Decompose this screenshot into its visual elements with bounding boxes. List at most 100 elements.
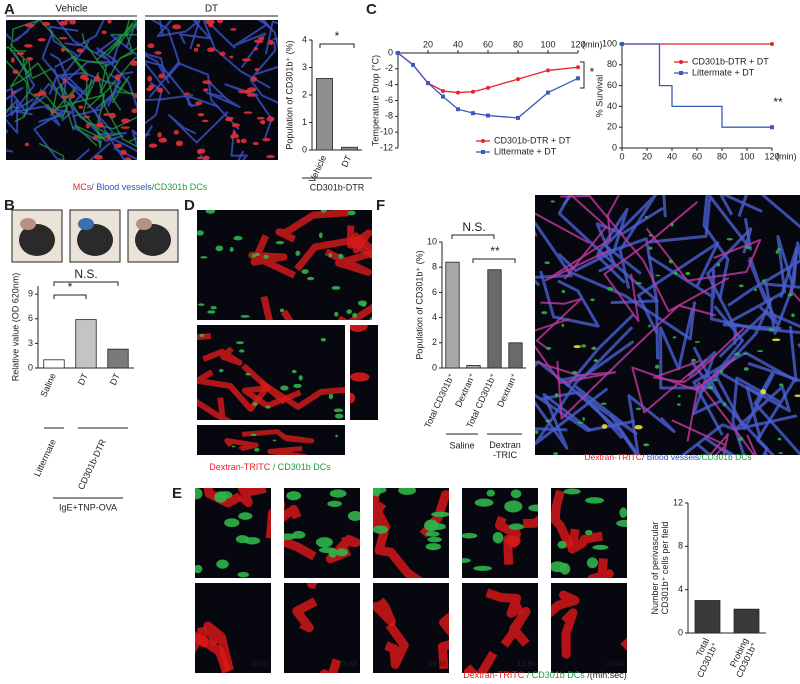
- vessel: [255, 20, 278, 76]
- point: [441, 94, 445, 99]
- cell: [161, 137, 167, 142]
- micrograph: [284, 488, 360, 578]
- x-tick-label: 120: [570, 39, 585, 49]
- cell: [205, 210, 216, 214]
- cell: [508, 523, 524, 531]
- cell: [779, 383, 784, 387]
- vessel: [39, 88, 106, 123]
- vessel: [275, 210, 350, 243]
- image-content: [551, 590, 627, 659]
- cell: [373, 525, 389, 534]
- cell: [263, 254, 269, 259]
- cell: [78, 105, 84, 109]
- cell: [196, 156, 203, 160]
- vessel: [203, 621, 234, 672]
- vessel: [762, 282, 800, 289]
- cell: [346, 309, 353, 315]
- cell: [230, 134, 235, 140]
- cell: [318, 547, 336, 554]
- cell: [333, 408, 344, 413]
- cell: [298, 375, 303, 381]
- cell: [103, 113, 111, 117]
- cell: [201, 119, 209, 123]
- x-tick-label: 0: [619, 151, 624, 161]
- panel-letter: A: [4, 1, 15, 18]
- cell: [550, 200, 555, 203]
- cell: [571, 371, 578, 375]
- cell: [286, 491, 302, 501]
- cell: [563, 488, 581, 495]
- cell: [12, 69, 19, 75]
- point: [471, 89, 475, 94]
- cell: [486, 489, 495, 497]
- group-label: Saline: [449, 440, 474, 450]
- cell: [62, 78, 67, 83]
- image-content: [350, 325, 370, 404]
- vessel: [500, 606, 531, 648]
- cell: [350, 325, 368, 332]
- point: [770, 42, 774, 46]
- cell: [425, 543, 442, 551]
- x-tick-label: Total CD301b⁺: [422, 371, 456, 429]
- x-tick-label: 40: [453, 39, 463, 49]
- vessel: [237, 488, 267, 508]
- cell: [202, 80, 212, 85]
- y-axis-label: Relative value (OD 620nm): [10, 273, 20, 382]
- micrograph: [145, 20, 278, 160]
- vessel: [535, 297, 583, 351]
- cell: [279, 308, 285, 313]
- vessel: [757, 327, 800, 334]
- cell: [246, 93, 256, 97]
- cell: [266, 116, 275, 122]
- vessel: [241, 429, 315, 444]
- cell: [634, 424, 643, 430]
- image-content: [195, 621, 234, 673]
- cell: [369, 317, 372, 320]
- cell: [584, 529, 593, 536]
- cell: [585, 497, 605, 504]
- vessel: [205, 81, 241, 109]
- image-content: [535, 195, 800, 455]
- cell: [148, 143, 158, 148]
- point: [546, 90, 550, 95]
- cell: [16, 51, 25, 56]
- bar: [316, 78, 333, 151]
- vessel: [99, 46, 137, 94]
- micrograph: [197, 210, 372, 320]
- cell: [195, 101, 203, 106]
- vessel: [567, 528, 604, 554]
- legend-label: CD301b-DTR + DT: [692, 56, 769, 66]
- cell: [462, 558, 471, 563]
- cell: [554, 393, 559, 398]
- vessel: [6, 129, 13, 153]
- cell: [607, 286, 614, 291]
- cell: [762, 279, 766, 283]
- vessel: [535, 318, 617, 384]
- vessel: [702, 195, 734, 300]
- image-content: [551, 488, 627, 578]
- cell: [771, 338, 781, 342]
- vessel: [156, 20, 201, 50]
- cell: [124, 157, 132, 160]
- vessel: [384, 622, 409, 669]
- cell: [738, 437, 744, 441]
- cell: [251, 76, 257, 82]
- y-tick-label: 4: [678, 584, 683, 594]
- cell: [233, 235, 243, 241]
- image-content: [197, 210, 372, 320]
- cell: [231, 445, 236, 448]
- cell: [251, 253, 257, 258]
- cell: [553, 452, 559, 455]
- cell: [591, 346, 597, 351]
- cell: [295, 250, 301, 256]
- y-tick-label: 8: [432, 262, 437, 272]
- cell: [616, 519, 627, 527]
- y-tick-label: 10: [427, 236, 437, 246]
- caption-part: / CD301b DCs: [270, 462, 331, 472]
- significance-label: *: [590, 65, 595, 79]
- cell: [114, 74, 121, 81]
- legend-label: CD301b-DTR + DT: [494, 135, 571, 145]
- vessel: [560, 195, 730, 313]
- cell: [327, 500, 342, 507]
- x-tick-label: DT: [108, 371, 122, 387]
